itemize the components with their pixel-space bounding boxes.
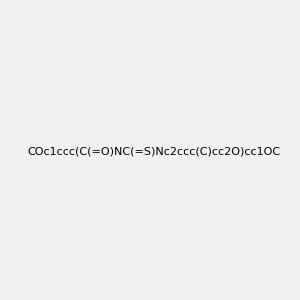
Text: COc1ccc(C(=O)NC(=S)Nc2ccc(C)cc2O)cc1OC: COc1ccc(C(=O)NC(=S)Nc2ccc(C)cc2O)cc1OC: [27, 146, 280, 157]
